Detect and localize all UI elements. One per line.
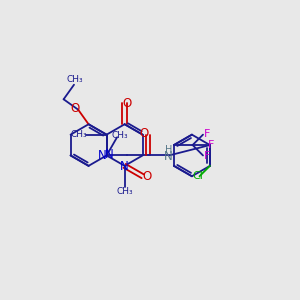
Text: O: O (122, 97, 131, 110)
Text: O: O (142, 170, 151, 183)
Text: N: N (98, 149, 107, 162)
Text: F: F (208, 140, 214, 150)
Text: O: O (70, 102, 80, 115)
Text: N: N (120, 160, 129, 173)
Text: CH₃: CH₃ (116, 187, 133, 196)
Text: F: F (204, 129, 210, 139)
Text: F: F (204, 152, 210, 161)
Text: CH₃: CH₃ (70, 130, 87, 139)
Text: N: N (164, 150, 172, 163)
Text: CH₃: CH₃ (112, 131, 128, 140)
Text: H: H (165, 146, 173, 155)
Text: CH₃: CH₃ (67, 75, 83, 84)
Text: O: O (140, 127, 149, 140)
Text: Cl: Cl (192, 171, 203, 181)
Text: N: N (105, 148, 114, 161)
